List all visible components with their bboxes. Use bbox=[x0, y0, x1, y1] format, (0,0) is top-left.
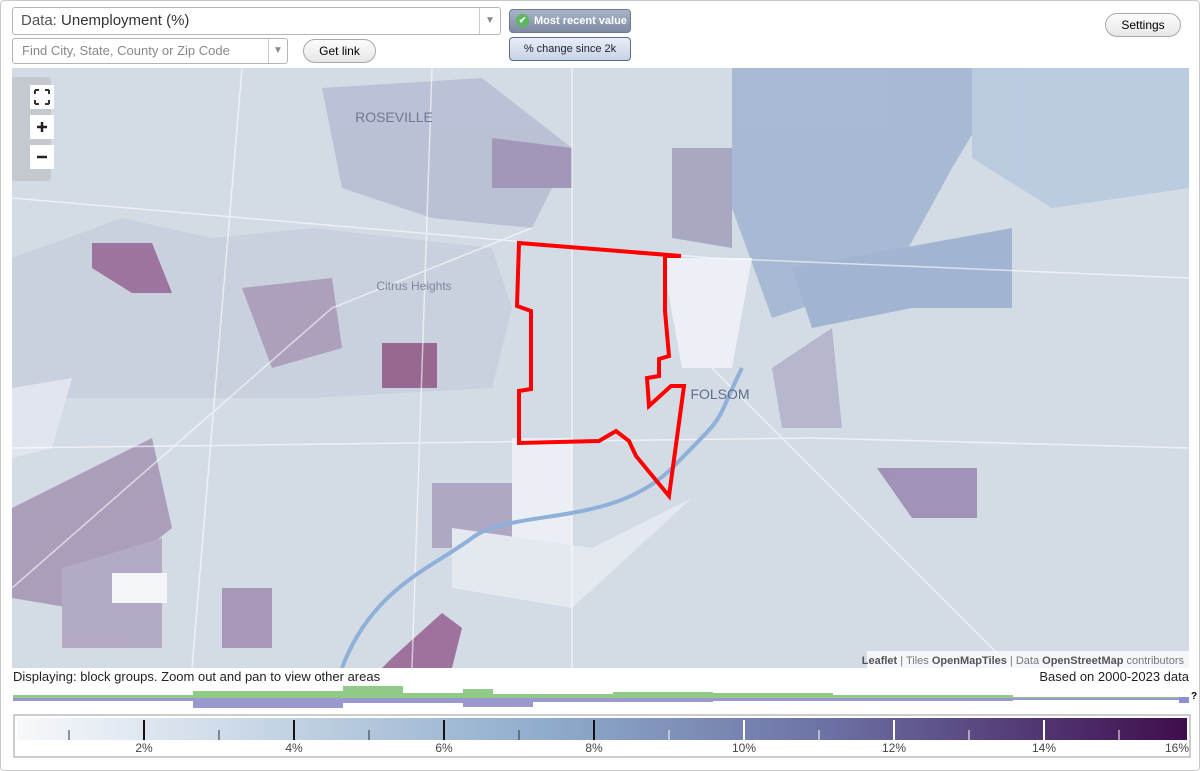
attribution: Leaflet | Tiles OpenMapTiles | Data Open… bbox=[862, 655, 1185, 667]
mode-active-label: Most recent value bbox=[534, 15, 627, 27]
text: Tiles bbox=[906, 655, 929, 667]
data-years: Based on 2000-2023 data bbox=[1039, 669, 1189, 684]
legend: 2% 4% 6% 8% 10% 12% 14% 16% bbox=[13, 714, 1191, 758]
mode-active-button[interactable]: ✔ Most recent value bbox=[509, 9, 631, 33]
region bbox=[662, 258, 752, 368]
region bbox=[512, 438, 572, 548]
zoom-icons bbox=[37, 122, 47, 159]
region bbox=[382, 343, 437, 388]
separator: | bbox=[900, 655, 903, 667]
change-histogram: ? bbox=[13, 686, 1197, 708]
check-icon: ✔ bbox=[516, 14, 529, 27]
region bbox=[732, 68, 1012, 318]
legend-label: 10% bbox=[732, 741, 756, 755]
legend-label: 14% bbox=[1032, 741, 1056, 755]
region bbox=[92, 243, 172, 293]
region bbox=[382, 613, 462, 668]
data-value: Unemployment (%) bbox=[61, 12, 190, 29]
legend-gradient bbox=[17, 718, 1187, 740]
unknown-bar bbox=[1179, 697, 1189, 703]
data-select[interactable]: Data: Unemployment (%) ▼ bbox=[12, 7, 501, 35]
region bbox=[112, 573, 167, 603]
region bbox=[972, 68, 1189, 208]
legend-label: 4% bbox=[285, 741, 303, 755]
text: contributors bbox=[1127, 655, 1185, 667]
fullscreen-icon bbox=[34, 89, 50, 105]
region bbox=[222, 588, 272, 648]
river bbox=[340, 367, 744, 668]
region bbox=[322, 78, 572, 228]
search-box[interactable]: Find City, State, County or Zip Code ▼ bbox=[12, 38, 288, 64]
separator: | bbox=[1010, 655, 1013, 667]
decrease-bars bbox=[13, 698, 1179, 708]
legend-label: 16% bbox=[1165, 741, 1189, 755]
choropleth bbox=[12, 68, 1189, 668]
settings-button[interactable]: Settings bbox=[1105, 13, 1181, 37]
legend-label: 6% bbox=[435, 741, 453, 755]
text: Data bbox=[1016, 655, 1040, 667]
map[interactable]: ROSEVILLE Citrus Heights FOLSOM Leaflet … bbox=[12, 68, 1189, 668]
region bbox=[772, 328, 842, 428]
increase-bars bbox=[13, 686, 1179, 698]
region bbox=[492, 138, 572, 188]
legend-label: 12% bbox=[882, 741, 906, 755]
region bbox=[792, 228, 1012, 328]
place-label: FOLSOM bbox=[690, 386, 749, 402]
get-link-button[interactable]: Get link bbox=[303, 39, 376, 63]
mode-other-button[interactable]: % change since 2k bbox=[509, 37, 631, 61]
legend-label: 2% bbox=[135, 741, 153, 755]
region bbox=[242, 278, 342, 368]
region bbox=[12, 378, 72, 458]
dropdown-arrow: ▼ bbox=[268, 39, 287, 63]
region bbox=[12, 438, 172, 608]
zoom-controls bbox=[12, 77, 54, 181]
link[interactable]: OpenStreetMap bbox=[1042, 655, 1124, 667]
link[interactable]: Leaflet bbox=[862, 655, 898, 667]
place-label: Citrus Heights bbox=[376, 279, 451, 293]
roads bbox=[12, 68, 1189, 668]
region bbox=[672, 148, 732, 248]
link[interactable]: OpenMapTiles bbox=[932, 655, 1007, 667]
selected-area-outline[interactable] bbox=[514, 240, 687, 501]
data-label: Data: bbox=[21, 12, 57, 29]
legend-label: 8% bbox=[585, 741, 603, 755]
unknown-label: ? bbox=[1191, 691, 1197, 702]
search-placeholder: Find City, State, County or Zip Code bbox=[22, 43, 230, 58]
region bbox=[877, 468, 977, 518]
place-label: ROSEVILLE bbox=[355, 109, 433, 125]
status-text: Displaying: block groups. Zoom out and p… bbox=[13, 669, 381, 684]
dropdown-arrow: ▼ bbox=[479, 8, 500, 34]
attribution-bg bbox=[867, 651, 1189, 668]
fullscreen-button[interactable] bbox=[30, 85, 54, 109]
legend-ticks: 2% 4% 6% 8% 10% 12% 14% 16% bbox=[68, 720, 1189, 755]
